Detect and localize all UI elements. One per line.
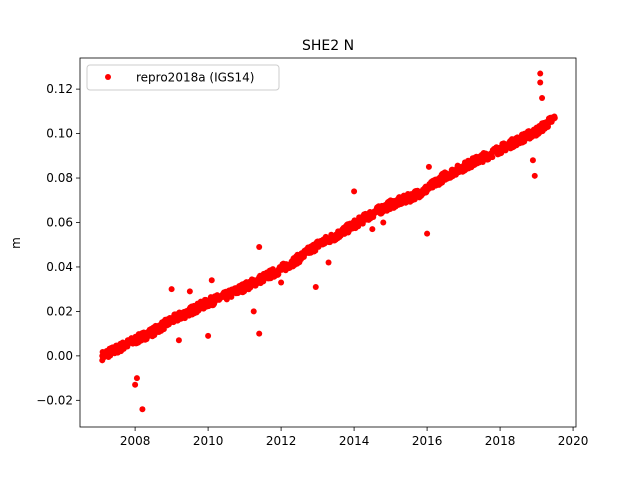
outlier-point: [351, 188, 358, 195]
y-axis-label: m: [9, 237, 23, 249]
data-point: [351, 221, 358, 228]
outlier-point: [325, 259, 332, 266]
outlier-point: [369, 226, 376, 233]
outlier-point: [132, 381, 139, 388]
outlier-point: [425, 163, 432, 170]
y-tick-label: 0.04: [46, 260, 73, 274]
data-point-band: [228, 293, 235, 300]
outlier-point: [205, 332, 212, 339]
data-point: [460, 163, 467, 170]
x-tick-label: 2008: [120, 434, 151, 448]
outlier-point: [539, 95, 546, 102]
axes-frame: [79, 57, 577, 428]
data-point: [296, 255, 303, 262]
data-point: [186, 308, 193, 315]
y-axis: −0.02 0.00 0.02 0.04 0.06 0.08 0.10 0.12: [36, 82, 80, 407]
outlier-point: [175, 337, 182, 344]
y-tick-label: 0.06: [46, 215, 73, 229]
data-point: [424, 186, 431, 193]
data-point: [369, 210, 376, 217]
y-tick-label: 0.10: [46, 127, 73, 141]
outlier-point: [424, 230, 431, 237]
legend-marker: [105, 74, 111, 80]
y-tick-label: 0.08: [46, 171, 73, 185]
data-point: [405, 195, 412, 202]
data-point: [223, 292, 230, 299]
legend-box: [86, 64, 280, 91]
outlier-point: [168, 286, 175, 293]
legend: repro2018a (IGS14): [86, 64, 280, 91]
y-tick-label: 0.12: [46, 82, 73, 96]
outlier-point: [529, 157, 536, 164]
data-point: [132, 337, 139, 344]
x-axis: 2008 2010 2012 2014 2016 2018 2020: [120, 427, 589, 448]
outlier-point: [186, 288, 193, 295]
data-point: [332, 232, 339, 239]
data-point: [497, 146, 504, 153]
data-point: [515, 137, 522, 144]
data-point: [150, 328, 157, 335]
x-tick-label: 2012: [266, 434, 297, 448]
x-tick-label: 2018: [485, 434, 516, 448]
outlier-point: [133, 375, 140, 382]
chart-title: SHE2 N: [302, 38, 354, 54]
data-point: [442, 172, 449, 179]
data-point: [168, 317, 175, 324]
data-point: [533, 128, 540, 135]
y-tick-label: −0.02: [36, 393, 73, 407]
y-tick-label: 0.00: [46, 349, 73, 363]
outlier-point: [531, 172, 538, 179]
outlier-point: [537, 70, 544, 77]
data-point: [551, 115, 558, 122]
data-point-band: [489, 154, 496, 161]
outlier-point: [208, 277, 215, 284]
outlier-point: [139, 406, 146, 413]
x-tick-label: 2010: [193, 434, 224, 448]
data-point: [205, 299, 212, 306]
legend-label: repro2018a (IGS14): [136, 71, 254, 85]
data-point: [278, 266, 285, 273]
outlier-point: [278, 279, 285, 286]
outlier-point: [312, 283, 319, 290]
outlier-point: [256, 330, 263, 337]
outlier-point: [256, 243, 263, 250]
x-tick-label: 2020: [558, 434, 589, 448]
plot-area: [99, 70, 558, 413]
x-tick-label: 2016: [412, 434, 443, 448]
data-point: [241, 283, 248, 290]
y-tick-label: 0.02: [46, 304, 73, 318]
outlier-point: [250, 308, 257, 315]
data-point: [259, 275, 266, 282]
data-point: [99, 352, 106, 359]
data-point: [314, 241, 321, 248]
outlier-point: [537, 79, 544, 86]
data-point: [478, 155, 485, 162]
outlier-point: [380, 219, 387, 226]
data-point: [387, 201, 394, 208]
x-tick-label: 2014: [339, 434, 370, 448]
data-point: [113, 346, 120, 353]
